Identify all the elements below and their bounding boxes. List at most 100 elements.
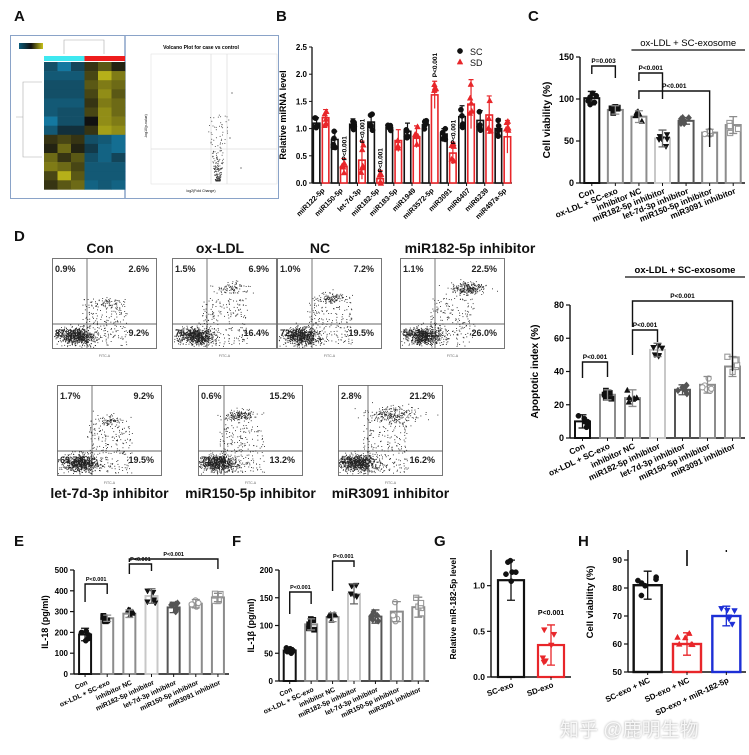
error-bar: [81, 627, 90, 642]
flow-event: [407, 339, 409, 341]
flow-event: [291, 331, 293, 333]
flow-event: [115, 299, 117, 301]
flow-event: [415, 338, 416, 340]
flow-event: [464, 284, 466, 286]
flow-event: [434, 336, 436, 338]
volcano-point: [219, 179, 221, 181]
y-axis-label: IL-1β (pg/ml): [246, 599, 256, 653]
flow-event: [304, 332, 306, 334]
flow-event: [194, 328, 196, 330]
flow-event: [282, 335, 284, 337]
flow-event: [312, 338, 314, 340]
flow-event: [417, 329, 418, 331]
flow-event: [298, 338, 300, 340]
flow-event: [333, 296, 335, 298]
flow-event: [193, 338, 195, 340]
flow-event: [455, 287, 457, 289]
flow-event: [304, 326, 306, 328]
flow-event: [212, 337, 214, 339]
flow-event: [436, 309, 438, 311]
flow-event: [83, 336, 85, 338]
flow-event: [461, 285, 463, 287]
flow-event: [79, 330, 80, 331]
flow-event: [434, 337, 436, 338]
flow-event: [461, 291, 463, 293]
flow-event: [330, 297, 332, 299]
flow-event: [75, 338, 77, 339]
flow-event: [210, 336, 212, 338]
flow-event: [77, 335, 79, 337]
data-point: [353, 594, 361, 601]
flow-event: [211, 345, 213, 347]
flow-event: [316, 313, 318, 314]
flow-event: [216, 319, 217, 321]
flow-event: [311, 315, 312, 317]
heatmap: [16, 39, 126, 190]
flow-event: [185, 337, 186, 338]
flow-event: [296, 333, 297, 335]
flow-event: [225, 329, 227, 331]
flow-event: [186, 329, 188, 331]
flow-event: [311, 333, 312, 335]
flow-event: [201, 336, 203, 337]
flow-event: [203, 340, 205, 341]
flow-event: [312, 331, 314, 333]
flow-event: [58, 333, 59, 335]
heatmap-cell: [111, 107, 126, 117]
error-bar: [603, 389, 612, 401]
flow-event: [73, 339, 75, 341]
flow-event: [72, 333, 74, 335]
flow-event: [299, 329, 301, 330]
flow-event: [96, 331, 97, 333]
flow-event: [300, 335, 302, 336]
flow-event: [70, 333, 72, 335]
flow-event: [348, 340, 350, 342]
flow-event: [424, 332, 426, 333]
flow-event: [295, 327, 297, 329]
flow-event: [194, 333, 195, 335]
y-tick-label: 100: [260, 622, 274, 631]
heatmap-cell: [98, 98, 112, 108]
flow-event: [417, 325, 419, 327]
flow-event: [91, 340, 93, 342]
flow-event: [90, 346, 92, 348]
flow-event: [206, 340, 207, 342]
flow-event: [63, 329, 65, 330]
flow-event: [433, 336, 435, 338]
flow-event: [424, 332, 426, 334]
flow-event: [66, 330, 68, 332]
flow-event: [95, 340, 97, 341]
flow-event: [340, 327, 342, 329]
flow-event: [320, 339, 321, 340]
flow-event: [248, 285, 249, 287]
flow-event: [291, 335, 292, 337]
flow-event: [100, 325, 102, 327]
flow-event: [305, 327, 307, 329]
flow-event: [461, 286, 463, 288]
volcano-point: [212, 125, 214, 127]
flow-event: [217, 328, 219, 329]
flow-event: [308, 332, 310, 334]
flow-event: [426, 327, 428, 329]
volcano-point: [213, 165, 215, 167]
volcano-point: [226, 116, 228, 118]
flow-event: [300, 329, 302, 331]
volcano-point: [210, 117, 212, 119]
flow-event: [81, 328, 83, 330]
flow-event: [301, 331, 303, 333]
flow-event: [406, 336, 408, 337]
flow-event: [240, 284, 242, 286]
flow-event: [79, 334, 80, 336]
p-value-label: P<0.001: [333, 554, 354, 560]
y-tick-label: 60: [554, 333, 564, 343]
flow-event: [464, 282, 466, 284]
volcano-point: [208, 131, 210, 133]
flow-event: [305, 326, 307, 328]
flow-event: [71, 338, 72, 340]
flow-event: [233, 289, 234, 291]
flow-event: [117, 307, 118, 309]
flow-event: [179, 331, 181, 333]
flow-event: [205, 329, 207, 331]
flow-event: [415, 337, 417, 339]
flow-event: [459, 324, 461, 325]
